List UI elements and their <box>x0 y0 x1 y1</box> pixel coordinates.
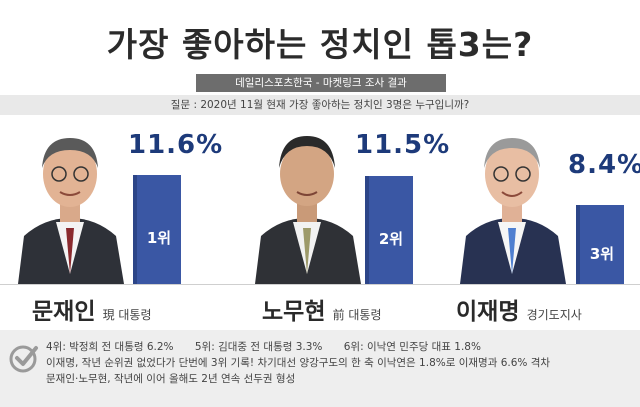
candidate-name-1: 문재인 現 대통령 <box>32 292 152 326</box>
notes-panel: 4위: 박정희 전 대통령 6.2% 5위: 김대중 전 대통령 3.3% 6위… <box>0 330 640 407</box>
portrait-1 <box>14 124 126 284</box>
page-title: 가장 좋아하는 정치인 톱3는? <box>106 25 534 64</box>
question-label: 질문 : 2020년 11월 현재 가장 좋아하는 정치인 3명은 누구입니까? <box>0 95 640 115</box>
role-label-3: 경기도지사 <box>526 308 582 322</box>
candidate-name-2: 노무현 前 대통령 <box>262 292 382 326</box>
notes-line-1: 4위: 박정희 전 대통령 6.2% 5위: 김대중 전 대통령 3.3% 6위… <box>46 339 550 355</box>
bar-2: 2위 <box>365 176 413 284</box>
note-rank-5: 5위: 김대중 전 대통령 3.3% <box>194 341 323 353</box>
value-label-2: 11.5% <box>355 130 451 160</box>
candidate-panel-1: 11.6% 1위 <box>0 118 222 284</box>
notes-line-3: 문재인·노무현, 작년에 이어 올해도 2년 연속 선두권 형성 <box>46 373 296 385</box>
notes-line-2: 이재명, 작년 순위권 없었다가 단번에 3위 기록! 차기대선 양강구도의 한… <box>46 357 551 369</box>
value-label-3: 8.4% <box>568 150 640 180</box>
rank-label-1: 1위 <box>146 229 172 248</box>
candidate-panel-2: 11.5% 2위 <box>213 118 449 284</box>
name-label-2: 노무현 <box>262 299 326 325</box>
bar-1: 1위 <box>133 175 181 284</box>
divider <box>0 284 640 285</box>
rank-label-2: 2위 <box>378 229 404 248</box>
note-rank-6: 6위: 이낙연 민주당 대표 1.8% <box>343 341 481 353</box>
bar-3: 3위 <box>576 205 624 284</box>
source-label: 데일리스포츠한국 - 마켓링크 조사 결과 <box>196 74 446 92</box>
check-icon <box>9 345 38 373</box>
role-label-1: 現 대통령 <box>102 308 152 322</box>
name-label-3: 이재명 <box>456 299 520 325</box>
candidate-name-3: 이재명 경기도지사 <box>456 292 582 326</box>
candidate-panel-3: 8.4% 3위 <box>426 118 640 284</box>
role-label-2: 前 대통령 <box>332 308 382 322</box>
name-label-1: 문재인 <box>32 299 96 325</box>
portrait-2 <box>251 124 363 284</box>
portrait-3 <box>456 124 568 284</box>
note-rank-4: 4위: 박정희 전 대통령 6.2% <box>46 341 174 353</box>
value-label-1: 11.6% <box>128 130 224 160</box>
notes-text: 4위: 박정희 전 대통령 6.2% 5위: 김대중 전 대통령 3.3% 6위… <box>46 339 550 387</box>
rank-label-3: 3위 <box>589 244 615 263</box>
